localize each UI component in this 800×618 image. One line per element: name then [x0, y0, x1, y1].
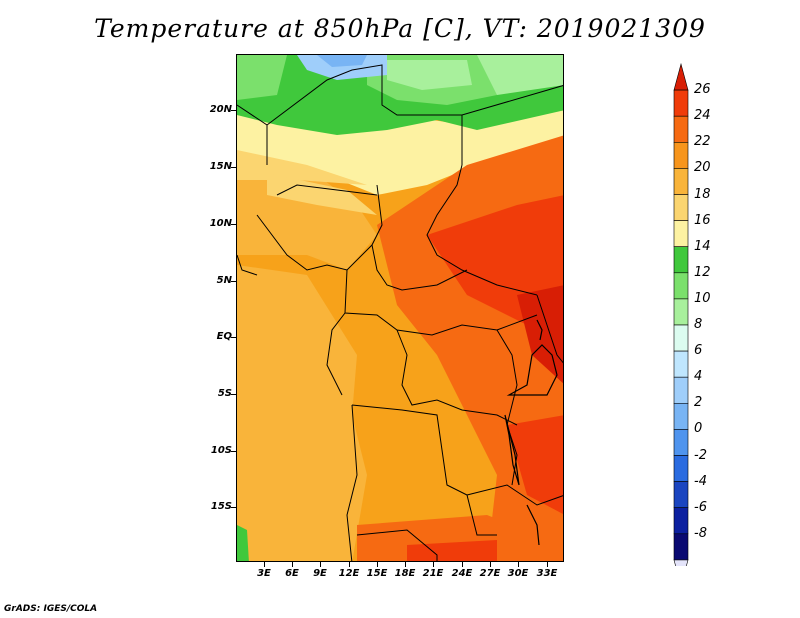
colorbar-swatch [673, 272, 689, 300]
lat-label: 10S [210, 445, 232, 456]
colorbar-label: 24 [694, 108, 711, 124]
colorbar-swatch [673, 298, 689, 326]
colorbar-label: -8 [694, 525, 707, 541]
lat-label: 5N [216, 275, 232, 286]
lon-label: 33E [536, 568, 558, 579]
colorbar-label: 12 [694, 264, 711, 280]
temperature-map [236, 54, 564, 562]
colorbar-swatch [673, 89, 689, 117]
lon-label: 27E [479, 568, 501, 579]
colorbar-label: 8 [694, 317, 703, 332]
colorbar-swatch [673, 115, 689, 143]
colorbar-label: 14 [694, 238, 711, 254]
colorbar-swatch [673, 455, 689, 482]
colorbar-swatch [673, 220, 689, 248]
lon-label: 30E [507, 568, 529, 579]
lon-label: 15E [366, 568, 388, 579]
lat-label: 10N [209, 218, 232, 229]
lat-label: 15N [209, 161, 232, 172]
colorbar-label: -2 [694, 447, 707, 463]
colorbar-swatch [673, 559, 689, 566]
lon-label: 3E [257, 568, 271, 579]
colorbar-swatch [673, 533, 689, 561]
colorbar-label: 4 [694, 369, 703, 385]
lon-label: 12E [338, 568, 360, 579]
lon-label: 18E [394, 568, 416, 579]
colorbar-label: 20 [694, 160, 711, 176]
colorbar-label: 26 [694, 82, 711, 98]
chart-title: Temperature at 850hPa [C], VT: 201902130… [94, 14, 706, 43]
lat-label: EQ [216, 331, 232, 342]
colorbar-swatch [673, 507, 689, 535]
colorbar-label: 16 [694, 212, 711, 228]
colorbar-label: 10 [694, 290, 711, 306]
colorbar-label: -4 [694, 473, 707, 489]
colorbar-swatch [673, 168, 689, 195]
colorbar-swatch [673, 402, 689, 430]
lat-label: 15S [210, 501, 232, 512]
lon-label: 9E [313, 568, 327, 579]
colorbar-swatch [673, 194, 689, 221]
colorbar-label: 22 [694, 134, 711, 150]
colorbar-swatch [673, 481, 689, 509]
lon-label: 24E [451, 568, 473, 579]
colorbar-label: 18 [694, 186, 711, 202]
colorbar-swatch [673, 376, 689, 404]
lat-label: 20N [209, 104, 232, 115]
lon-label: 21E [422, 568, 444, 579]
colorbar-swatch [673, 429, 689, 456]
colorbar [673, 62, 689, 566]
lat-label: 5S [217, 388, 232, 399]
colorbar-swatch [673, 350, 689, 378]
map-field [237, 55, 563, 561]
colorbar-swatch [673, 324, 689, 352]
footer-credit: GrADS: IGES/COLA [4, 604, 98, 614]
colorbar-swatch [673, 246, 689, 274]
colorbar-label: 0 [694, 421, 703, 437]
colorbar-label: 6 [694, 343, 703, 359]
lon-label: 6E [285, 568, 299, 579]
colorbar-label: -6 [694, 499, 707, 515]
colorbar-label: 2 [694, 395, 703, 411]
colorbar-swatch [673, 62, 689, 91]
colorbar-swatch [673, 142, 689, 169]
